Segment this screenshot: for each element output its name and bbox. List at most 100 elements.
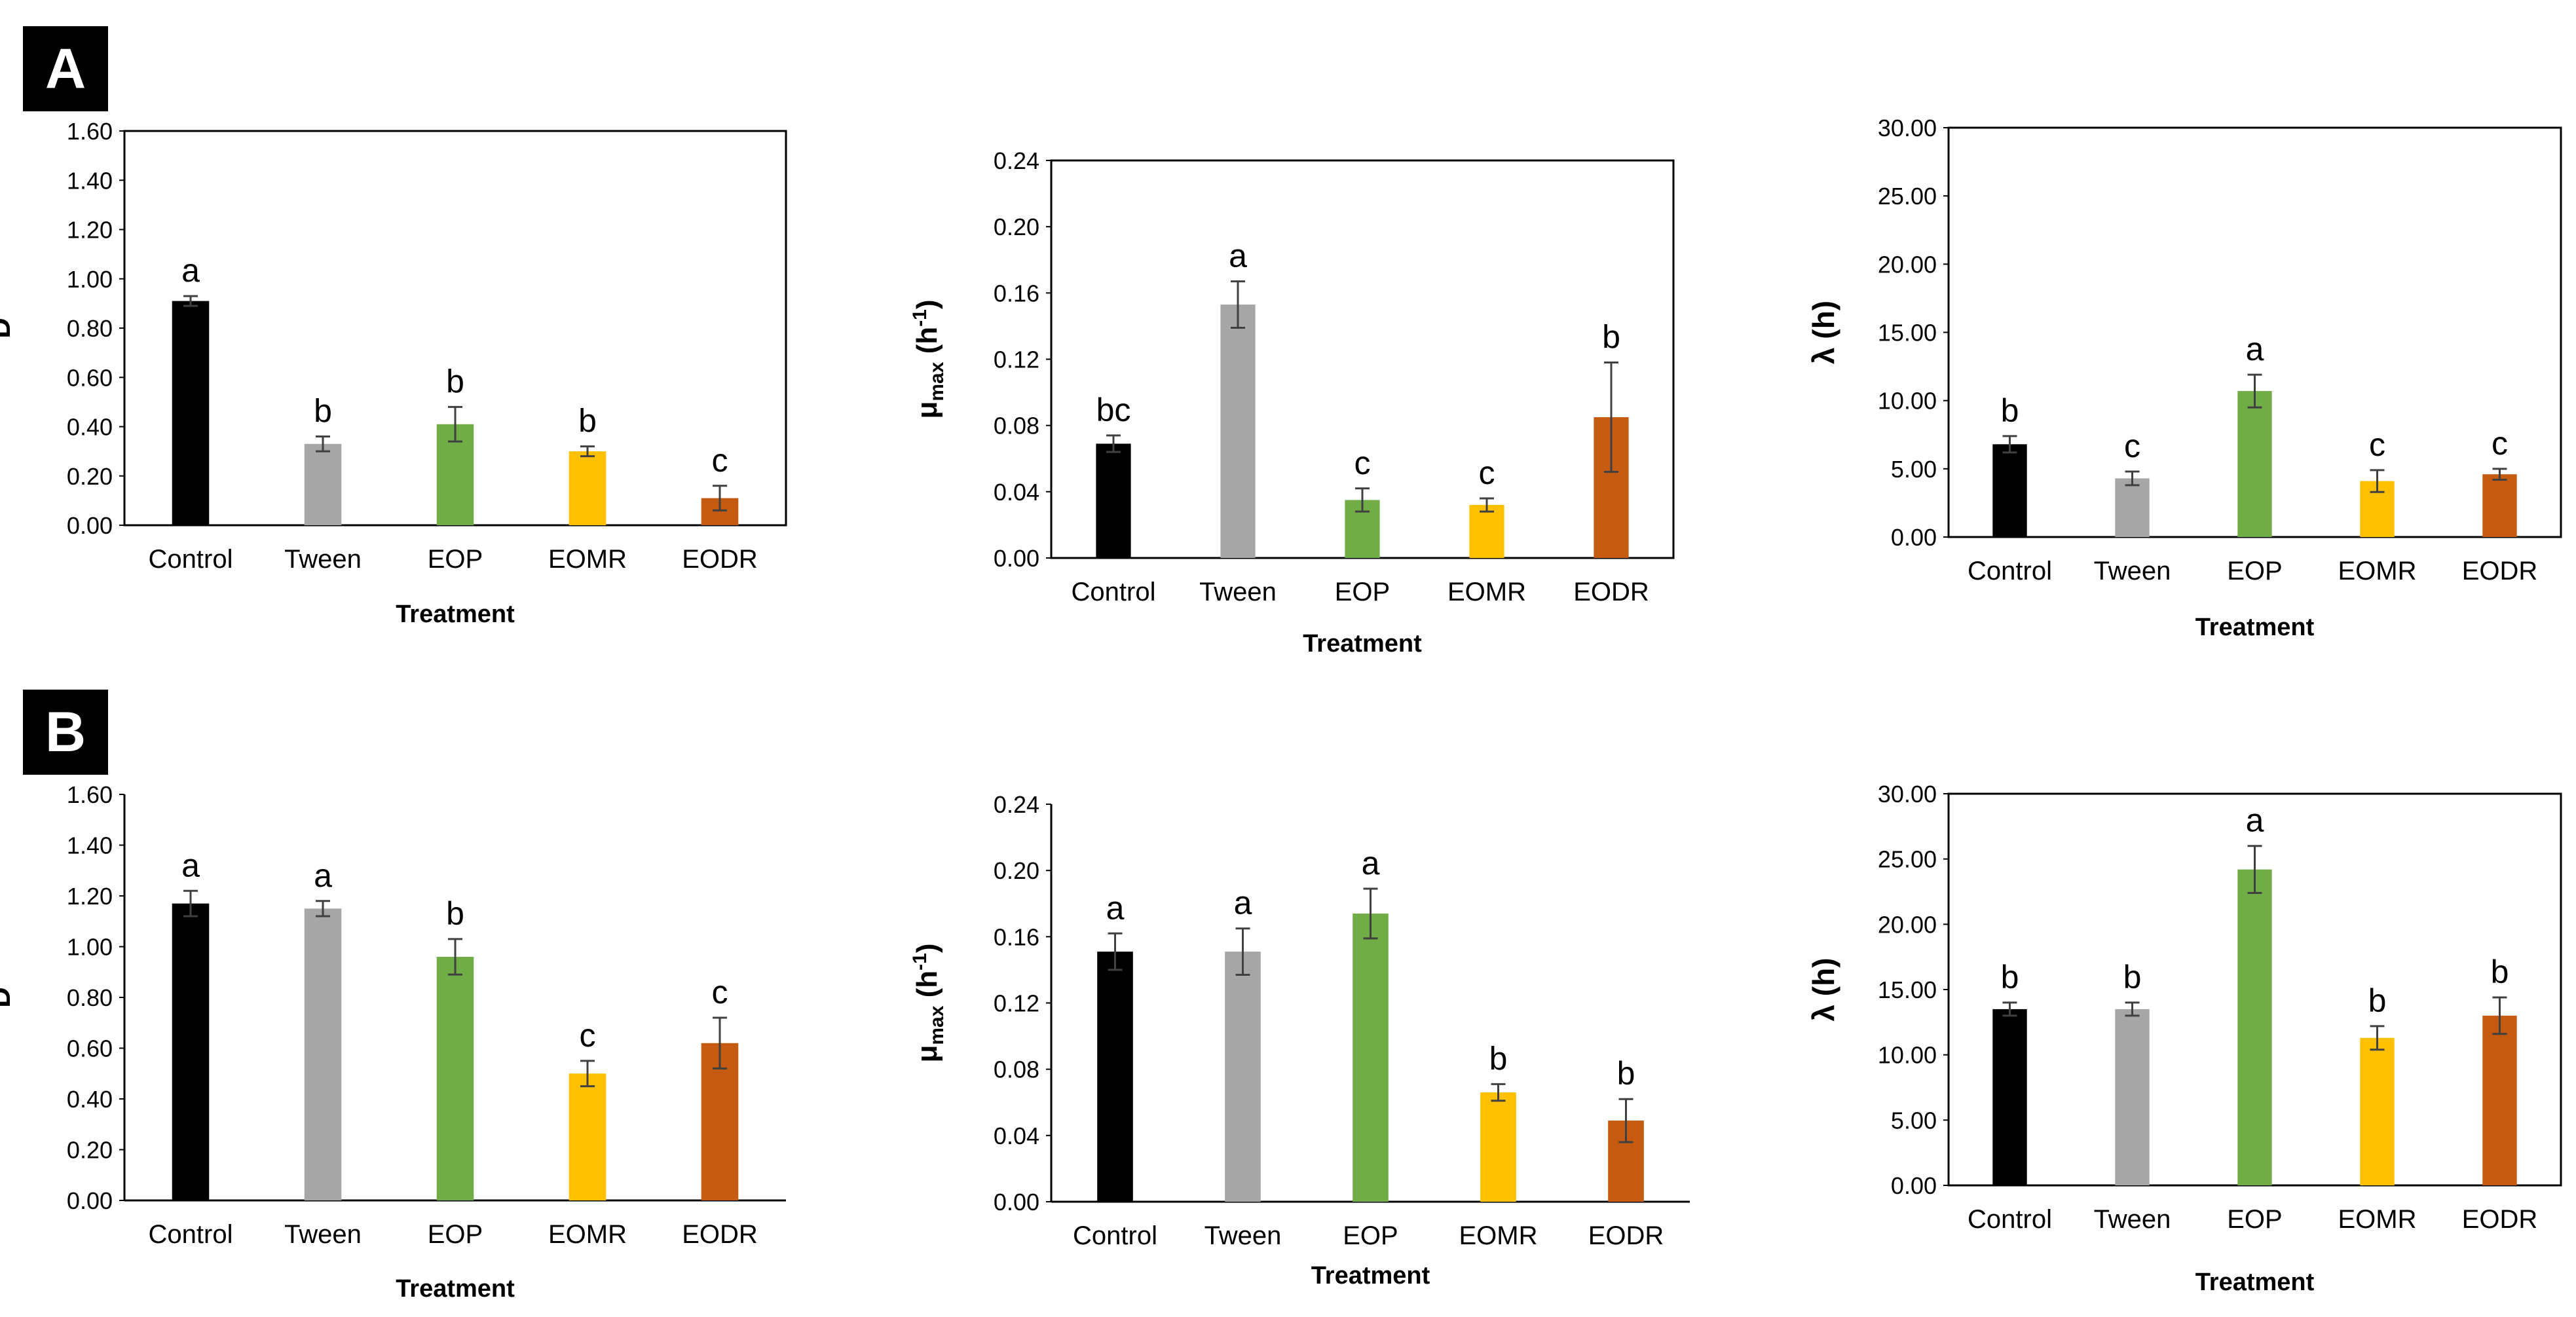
bar-eomr [1469,505,1504,558]
y-tick-label: 0.00 [994,1189,1039,1215]
significance-letter: c [1354,445,1371,481]
chart-b-d: 0.00 0.20 0.40 0.60 0.80 1.00 1.20 1.40 1.60 a Con… [0,781,786,1303]
y-axis-title: μmax (h-1) [909,299,948,418]
y-tick-label: 1.60 [67,781,113,808]
significance-letter: a [1362,845,1380,881]
category-label: Tween [2094,557,2171,585]
y-tick-label: 0.40 [67,414,113,441]
y-tick-label: 1.20 [67,883,113,910]
category-label: EODR [2462,557,2538,585]
y-tick-label: 1.00 [67,266,113,293]
y-tick-label: 0.16 [994,923,1039,950]
y-tick-label: 0.04 [994,1122,1039,1149]
bar-eop [436,957,474,1200]
y-tick-label: 20.00 [1878,911,1937,938]
bar-control [1992,1009,2027,1185]
bar-eop [2237,869,2272,1185]
category-label: Control [1968,1205,2052,1234]
significance-letter: bc [1096,392,1131,428]
chart-a-lambda: 0.00 5.00 10.00 15.00 20.00 25.00 30.00 b Contro… [1806,115,2562,641]
category-label: EOMR [1447,578,1526,606]
significance-letter: a [181,252,200,289]
y-tick-label: 30.00 [1878,115,1937,141]
y-tick-label: 20.00 [1878,251,1937,278]
y-tick-label: 0.60 [67,1035,113,1062]
category-label: EOP [1335,578,1390,606]
bar-eop [1353,913,1389,1202]
category-label: EOP [2227,1205,2282,1234]
chart-b-lambda: 0.00 5.00 10.00 15.00 20.00 25.00 30.00 b Contro… [1806,781,2562,1296]
category-label: EOMR [1459,1221,1538,1250]
y-tick-label: 0.80 [67,984,113,1011]
y-tick-label: 0.00 [1891,524,1937,551]
bar-tween [2115,478,2150,537]
y-axis-title: λ (h) [1806,957,1840,1021]
y-tick-label: 5.00 [1891,1107,1937,1134]
significance-letter: c [2124,428,2140,464]
y-tick-label: 0.00 [67,1187,113,1214]
bar-control [172,903,210,1200]
significance-letter: b [2001,392,2019,429]
y-tick-label: 0.80 [67,315,113,342]
significance-letter: b [446,895,464,932]
bar-tween [2115,1009,2150,1185]
bar-tween [304,443,342,525]
y-tick-label: 1.00 [67,934,113,961]
bar-eop [2237,391,2272,537]
significance-letter: b [578,403,597,439]
y-tick-label: 0.04 [994,479,1039,506]
category-label: EOP [1343,1221,1398,1250]
x-axis-title: Treatment [1303,630,1422,658]
y-tick-label: 10.00 [1878,388,1937,415]
y-tick-label: 0.00 [67,512,113,539]
bar-tween [304,908,342,1200]
category-label: EODR [682,1220,758,1249]
y-tick-label: 0.12 [994,990,1039,1017]
significance-letter: a [181,847,200,883]
significance-letter: b [2123,959,2142,995]
category-label: EOP [2227,557,2282,585]
panel-label-b: B [23,690,108,775]
y-tick-label: 1.20 [67,217,113,244]
category-label: Control [149,545,233,574]
y-axis-title: D [0,987,16,1008]
significance-letter: b [2491,954,2509,990]
y-tick-label: 15.00 [1878,976,1937,1003]
significance-letter: c [2492,425,2508,462]
y-tick-label: 30.00 [1878,781,1937,807]
bar-tween [1220,305,1256,558]
significance-letter: a [314,857,332,894]
significance-letter: b [2368,982,2387,1019]
category-label: Tween [1199,578,1277,606]
category-label: Control [149,1220,233,1249]
x-axis-title: Treatment [2195,1269,2315,1296]
chart-a-mu: 0.000.040.080.120.160.200.24bcControlaTw… [909,147,1675,658]
y-tick-label: 0.08 [994,413,1039,439]
bar-eomr [569,451,607,525]
chart-a-d: 0.00 0.20 0.40 0.60 0.80 1.00 1.20 1.40 1.60 a Con… [0,118,787,628]
significance-letter: a [1106,889,1125,926]
y-tick-label: 0.20 [994,213,1039,240]
y-tick-label: 25.00 [1878,183,1937,210]
x-axis-title: Treatment [396,601,515,628]
bar-tween [1225,952,1261,1202]
bar-eomr [2360,1037,2395,1185]
y-axis-title: λ (h) [1806,301,1840,364]
significance-letter: a [2246,802,2264,839]
bar-control [172,301,210,525]
category-label: Control [1968,557,2052,585]
category-label: EOP [428,545,483,574]
category-label: EOMR [548,1220,627,1249]
y-tick-label: 1.60 [67,118,113,145]
category-label: EODR [1573,578,1649,606]
chart-b-mu: 0.00 0.04 0.08 0.12 0.16 0.20 0.24 a Control a Twe… [909,791,1690,1289]
x-axis-title: Treatment [396,1275,515,1303]
category-label: EOMR [548,545,627,574]
significance-letter: c [712,442,728,479]
y-tick-label: 0.12 [994,346,1039,373]
panel-label-a: A [23,26,108,111]
y-tick-label: 0.40 [67,1086,113,1113]
bar-eomr [1480,1092,1516,1202]
bar-eodr [2482,474,2517,537]
significance-letter: a [1234,885,1252,921]
